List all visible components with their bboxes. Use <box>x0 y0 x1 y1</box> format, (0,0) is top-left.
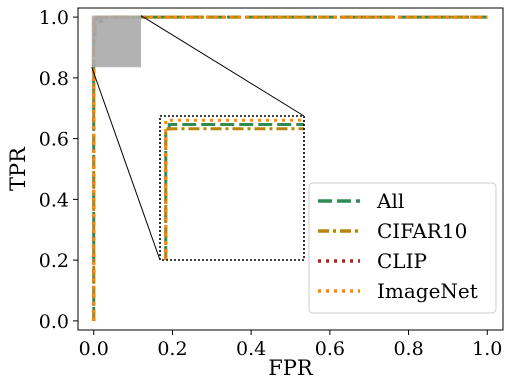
inset-background <box>160 116 304 260</box>
x-tick-label: 0.6 <box>315 338 345 360</box>
legend-label: All <box>376 189 404 213</box>
axes-frame <box>77 7 504 331</box>
x-tick-label: 0.0 <box>79 338 109 360</box>
zoom-connector-lines <box>91 15 305 261</box>
legend-label: CIFAR10 <box>377 219 467 243</box>
legend-label: ImageNet <box>377 279 478 303</box>
legend: All CIFAR10 CLIP ImageNet <box>308 182 497 314</box>
connector-line <box>91 67 161 261</box>
x-tick-label: 0.4 <box>236 338 266 360</box>
y-tick-label: 0.4 <box>39 189 69 211</box>
inset-series-line-cifar10 <box>164 127 304 260</box>
x-axis-label: FPR <box>268 356 314 379</box>
y-tick-label: 0.0 <box>39 311 69 333</box>
y-axis-label: TPR <box>6 146 30 191</box>
legend-box <box>308 182 497 314</box>
legend-label: CLIP <box>377 249 427 273</box>
y-tick-label: 0.6 <box>39 129 69 151</box>
connector-line <box>140 15 305 117</box>
inset-zoom-plot <box>159 115 305 261</box>
y-tick-label: 0.2 <box>39 250 69 272</box>
zoom-region <box>91 15 141 68</box>
y-tick-label: 0.8 <box>39 68 69 90</box>
inset-frame <box>159 115 305 261</box>
inset-series-line-all <box>164 122 304 260</box>
x-tick-label: 0.2 <box>157 338 187 360</box>
inset-series-line-imagenet <box>164 118 304 260</box>
x-tick-label: 0.8 <box>393 338 423 360</box>
x-tick-label: 1.0 <box>472 338 502 360</box>
y-tick-label: 1.0 <box>39 7 69 29</box>
axis-ticks: 0.0 0.2 0.4 0.6 0.8 1.0 0.0 0.2 0.4 0.6 0.8 1.0 <box>39 7 503 360</box>
